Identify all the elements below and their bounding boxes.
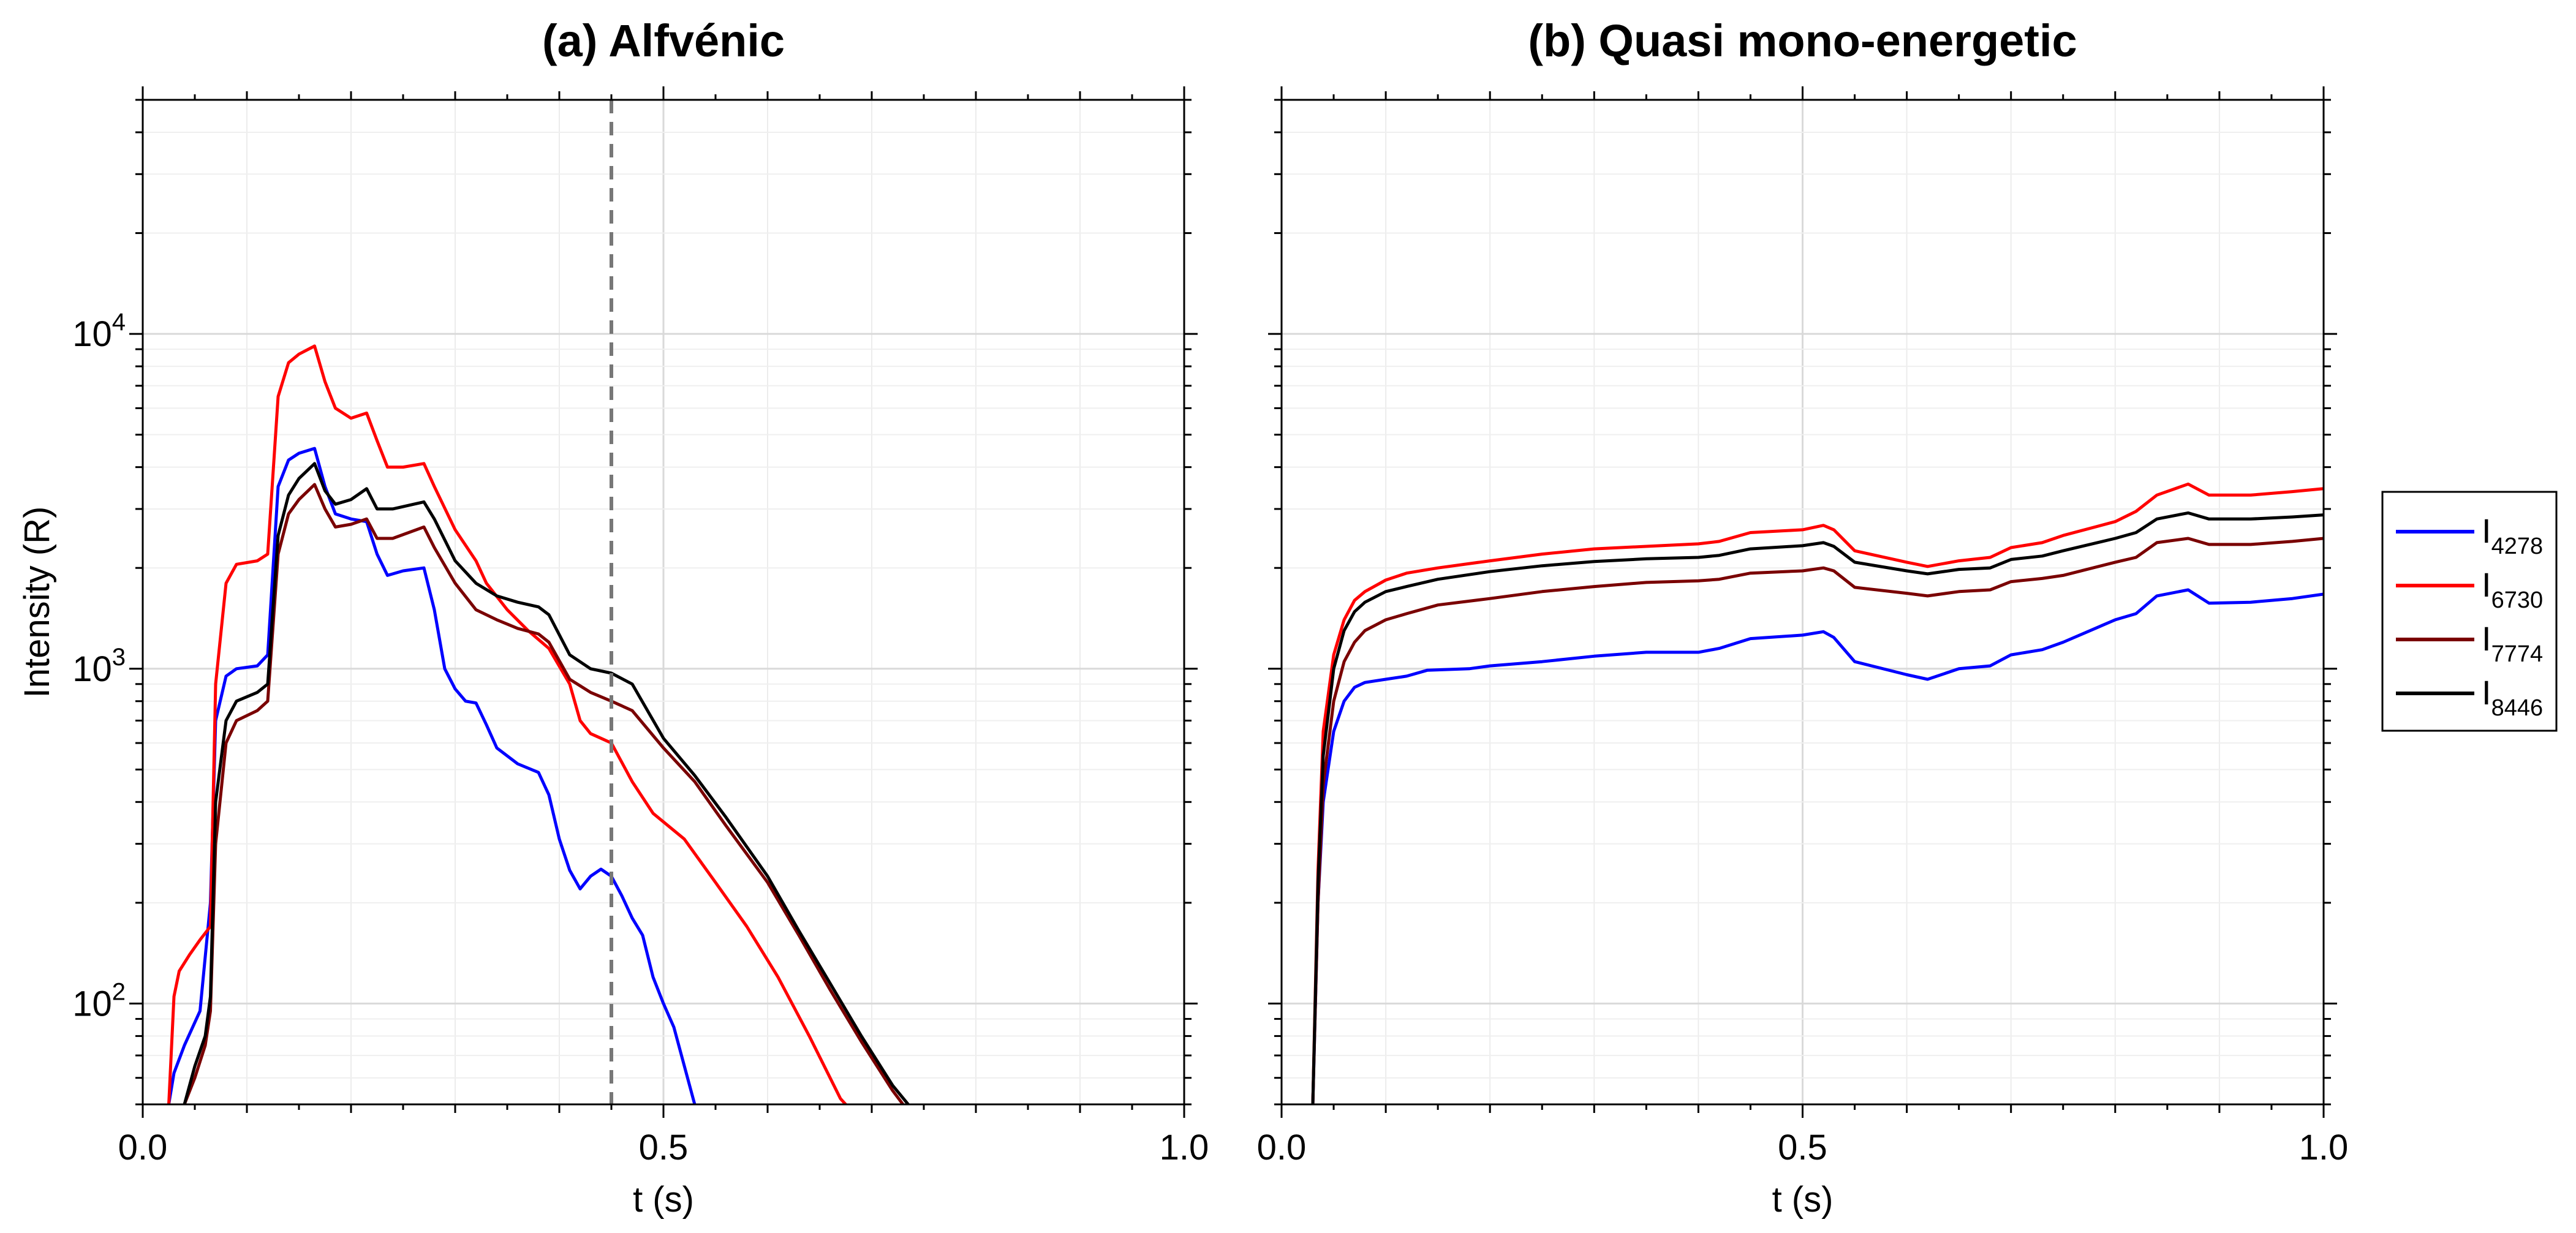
series-line-I4278 [167,447,697,1104]
series-line-I7774 [1311,537,2324,1104]
x-axis-label: t (s) [633,1180,694,1220]
legend: I4278 I6730 I7774 I8446 [2381,491,2558,732]
series-line-I6730 [1311,482,2324,1104]
series-line-I6730 [167,344,847,1104]
legend-label: I7774 [2482,619,2543,667]
x-axis-label: t (s) [1772,1180,1834,1220]
y-tick-label: 104 [72,309,126,354]
x-tick-label: 1.0 [1160,1128,1209,1167]
x-tick-label: 0.5 [639,1128,689,1167]
legend-label: I6730 [2482,565,2543,613]
series-line-I8446 [1311,511,2324,1104]
y-tick-label: 102 [72,978,126,1024]
chart-title: (b) Quasi mono-energetic [1528,15,2077,66]
legend-label: I4278 [2482,511,2543,559]
y-tick-label: 103 [72,644,126,689]
series-line-I4278 [1311,588,2324,1104]
x-tick-label: 0.5 [1778,1128,1827,1167]
panel-quasi-mono-energetic: 0.0 0.5 1.0 (b) Quasi mono-energetic t (s) [1257,15,2349,1220]
legend-label: I8446 [2482,673,2543,721]
x-tick-label: 0.0 [118,1128,168,1167]
series-line-I7774 [183,483,904,1104]
x-tick-label: 1.0 [2299,1128,2349,1167]
series-line-I8446 [183,462,910,1104]
x-tick-label: 0.0 [1257,1128,1307,1167]
y-axis-label: Intensity (R) [17,507,57,698]
chart-title: (a) Alfvénic [542,15,785,66]
panel-alfvenic: 0.0 0.5 1.0 102 103 104 (a) Alfvénic t (s) Inten… [17,15,1209,1220]
